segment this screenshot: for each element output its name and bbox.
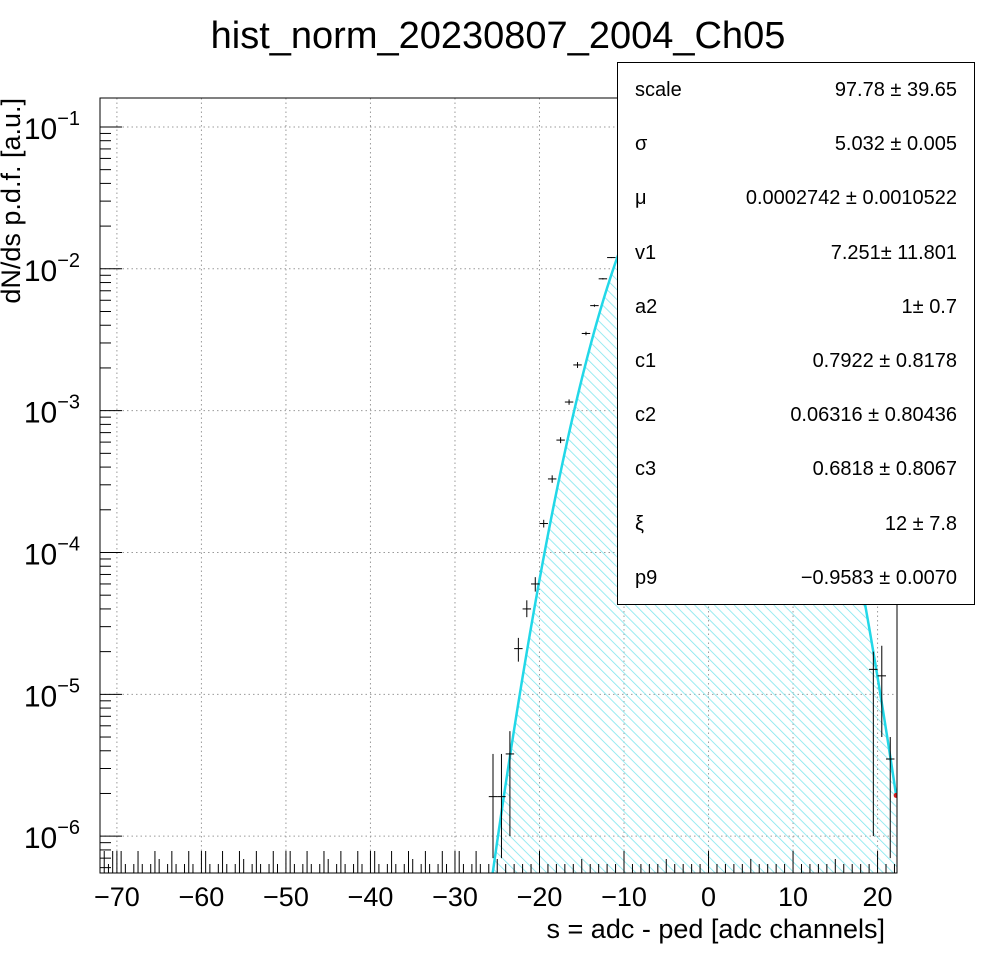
stats-param-value: 97.78 ± 39.65 (834, 79, 957, 101)
stats-row: a2 1± 0.7 (618, 296, 974, 326)
stats-row: c1 0.7922 ± 0.8178 (618, 350, 974, 380)
axes: −70 −60 −50 −40 −30 −20 −10 0 10 2010−610−510−410… (24, 108, 895, 912)
stats-row: ξ 12 ± 7.8 (618, 513, 974, 543)
y-tick-label-exponent: −2 (57, 250, 80, 272)
stats-row: p9 −0.9583 ± 0.0070 (618, 567, 974, 597)
y-tick-label-base: 10 (24, 680, 57, 713)
y-tick-label-base: 10 (24, 822, 57, 855)
y-tick-label-exponent: −4 (57, 533, 80, 555)
x-tick-label: 20 (863, 882, 893, 912)
y-tick-label: 10−1 (24, 108, 80, 146)
stats-param-name: c2 (635, 404, 657, 426)
y-tick-label: 10−3 (24, 392, 80, 430)
y-axis-label: dN/ds p.d.f. [a.u.] (0, 98, 26, 304)
x-axis-label: s = adc - ped [adc channels] (547, 914, 885, 944)
y-tick-label-base: 10 (24, 538, 57, 571)
stats-param-value: 0.0002742 ± 0.0010522 (745, 187, 957, 209)
stats-param-name: scale (635, 79, 682, 101)
x-tick-label: −70 (94, 882, 140, 912)
y-tick-label: 10−4 (24, 533, 80, 571)
stats-row: μ 0.0002742 ± 0.0010522 (618, 187, 974, 217)
stats-param-value: 0.6818 ± 0.8067 (812, 458, 957, 480)
stats-param-value: −0.9583 ± 0.0070 (800, 567, 957, 589)
y-tick-label: 10−2 (24, 250, 80, 288)
y-tick-label-exponent: −6 (57, 817, 80, 839)
stats-param-value: 0.7922 ± 0.8178 (812, 350, 957, 372)
stats-param-name: μ (635, 187, 647, 209)
x-tick-label: −60 (179, 882, 225, 912)
stats-param-name: p9 (635, 567, 658, 589)
stats-param-name: c3 (635, 458, 657, 480)
stats-row: σ 5.032 ± 0.005 (618, 133, 974, 163)
y-tick-label: 10−6 (24, 817, 80, 855)
stats-param-name: c1 (635, 350, 657, 372)
stats-row: c2 0.06316 ± 0.80436 (618, 404, 974, 434)
x-tick-label: −40 (348, 882, 394, 912)
chart-title: hist_norm_20230807_2004_Ch05 (211, 15, 786, 57)
stats-param-name: v1 (635, 242, 657, 264)
x-tick-label: −10 (601, 882, 647, 912)
stats-param-value: 0.06316 ± 0.80436 (790, 404, 957, 426)
fit-endpoint-marker (893, 792, 897, 798)
stats-param-name: σ (635, 133, 648, 155)
stats-row: scale 97.78 ± 39.65 (618, 79, 974, 109)
y-tick-label-exponent: −5 (57, 675, 80, 697)
stats-row: c3 0.6818 ± 0.8067 (618, 458, 974, 488)
y-tick-label: 10−5 (24, 675, 80, 713)
y-tick-label-base: 10 (24, 113, 57, 146)
stats-param-value: 12 ± 7.8 (884, 513, 957, 535)
x-tick-label: −20 (517, 882, 563, 912)
stats-row: v1 7.251± 11.801 (618, 242, 974, 272)
stats-param-value: 7.251± 11.801 (830, 242, 957, 264)
fit-stats-box: scale 97.78 ± 39.65 σ 5.032 ± 0.005 μ 0.00027… (617, 62, 975, 605)
stats-param-name: ξ (635, 513, 644, 535)
stats-param-name: a2 (635, 296, 658, 318)
x-tick-label: 10 (778, 882, 808, 912)
data-points (103, 257, 895, 873)
x-tick-label: −50 (263, 882, 309, 912)
y-tick-label-exponent: −1 (57, 108, 80, 130)
y-tick-label-base: 10 (24, 255, 57, 288)
stats-param-value: 1± 0.7 (901, 296, 957, 318)
y-tick-label-base: 10 (24, 397, 57, 430)
x-tick-label: −30 (432, 882, 478, 912)
y-tick-label-exponent: −3 (57, 392, 80, 414)
stats-param-value: 5.032 ± 0.005 (834, 133, 957, 155)
x-tick-label: 0 (701, 882, 716, 912)
